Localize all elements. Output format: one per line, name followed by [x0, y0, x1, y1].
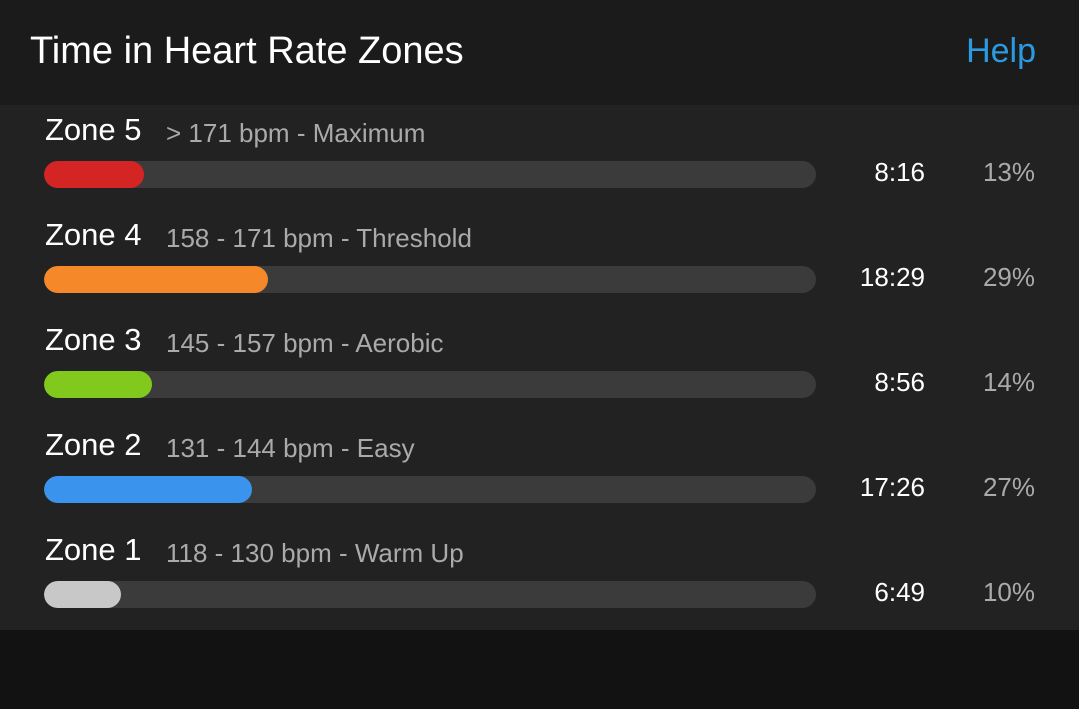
zone-percent: 13%	[982, 157, 1035, 187]
bar	[44, 161, 145, 188]
zone-name: Zone 3	[45, 322, 142, 357]
zone-range: 145 - 157 bpm - Aerobic	[166, 328, 444, 358]
zone-range: 158 - 171 bpm - Threshold	[166, 223, 472, 253]
zone-time: 8:56	[874, 367, 925, 397]
header: Time in Heart Rate Zones Help	[0, 0, 1079, 105]
zone-time: 18:29	[859, 262, 925, 292]
bar	[44, 476, 253, 503]
bar-track	[44, 371, 816, 398]
bar	[44, 581, 122, 608]
zone-time: 6:49	[874, 577, 925, 607]
title: Time in Heart Rate Zones	[30, 30, 464, 72]
bar	[44, 371, 153, 398]
zone-name: Zone 1	[45, 532, 142, 567]
zone-percent: 10%	[982, 577, 1035, 607]
zone-time: 8:16	[874, 157, 925, 187]
zone-name: Zone 4	[45, 217, 142, 252]
zone-list: Zone 5 > 171 bpm - Maximum 8:16 13% Zone 4 15…	[0, 105, 1079, 630]
bar-track	[44, 161, 816, 188]
bar-track	[44, 476, 816, 503]
bar-track	[44, 266, 816, 293]
zone-name: Zone 2	[45, 427, 142, 462]
bar	[44, 266, 268, 293]
zone-percent: 27%	[982, 472, 1035, 502]
zone-range: 131 - 144 bpm - Easy	[166, 433, 415, 463]
zone-range: > 171 bpm - Maximum	[166, 118, 426, 148]
zone-percent: 29%	[982, 262, 1035, 292]
bar-track	[44, 581, 816, 608]
zone-range: 118 - 130 bpm - Warm Up	[166, 538, 464, 568]
zone-name: Zone 5	[45, 112, 142, 147]
zone-time: 17:26	[859, 472, 925, 502]
help-link[interactable]: Help	[966, 32, 1036, 70]
zone-percent: 14%	[982, 367, 1035, 397]
